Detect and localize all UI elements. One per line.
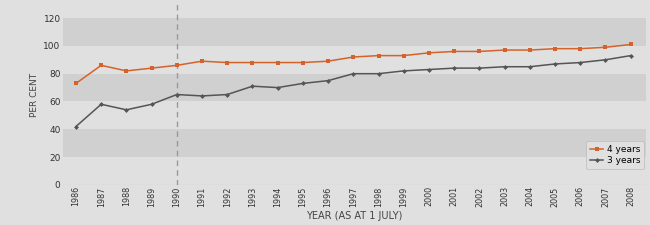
Bar: [63, 101, 646, 129]
Bar: [63, 157, 646, 185]
4 years: [577, 47, 584, 50]
3 years: [425, 68, 433, 71]
Line: 3 years: 3 years: [74, 54, 632, 128]
3 years: [551, 63, 559, 65]
3 years: [224, 93, 231, 96]
4 years: [551, 47, 559, 50]
4 years: [324, 60, 332, 63]
3 years: [299, 82, 307, 85]
4 years: [500, 49, 508, 51]
4 years: [173, 64, 181, 67]
4 years: [274, 61, 281, 64]
4 years: [400, 54, 408, 57]
3 years: [148, 103, 155, 106]
3 years: [248, 85, 256, 88]
3 years: [173, 93, 181, 96]
4 years: [122, 70, 130, 72]
4 years: [425, 52, 433, 54]
3 years: [98, 103, 105, 106]
3 years: [350, 72, 358, 75]
4 years: [299, 61, 307, 64]
4 years: [248, 61, 256, 64]
3 years: [500, 65, 508, 68]
3 years: [577, 61, 584, 64]
3 years: [324, 79, 332, 82]
4 years: [374, 54, 382, 57]
4 years: [602, 46, 610, 49]
4 years: [198, 60, 206, 63]
4 years: [526, 49, 534, 51]
Bar: [63, 46, 646, 74]
4 years: [350, 56, 358, 58]
3 years: [72, 125, 80, 128]
3 years: [450, 67, 458, 70]
3 years: [400, 70, 408, 72]
3 years: [274, 86, 281, 89]
Y-axis label: PER CENT: PER CENT: [30, 72, 39, 117]
Bar: [63, 0, 646, 18]
4 years: [224, 61, 231, 64]
4 years: [450, 50, 458, 53]
4 years: [476, 50, 484, 53]
3 years: [374, 72, 382, 75]
Legend: 4 years, 3 years: 4 years, 3 years: [586, 141, 644, 169]
3 years: [198, 94, 206, 97]
4 years: [627, 43, 634, 46]
Line: 4 years: 4 years: [73, 42, 633, 86]
X-axis label: YEAR (AS AT 1 JULY): YEAR (AS AT 1 JULY): [306, 211, 403, 221]
3 years: [627, 54, 634, 57]
3 years: [526, 65, 534, 68]
4 years: [148, 67, 155, 70]
3 years: [602, 58, 610, 61]
3 years: [476, 67, 484, 70]
4 years: [98, 64, 105, 67]
3 years: [122, 108, 130, 111]
4 years: [72, 82, 80, 85]
